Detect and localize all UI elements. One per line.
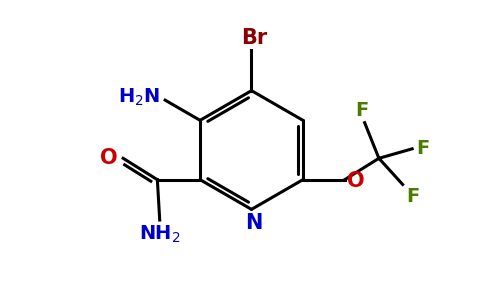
Text: F: F — [407, 187, 420, 206]
Text: F: F — [356, 101, 369, 120]
Text: H$_2$N: H$_2$N — [118, 87, 160, 108]
Text: NH$_2$: NH$_2$ — [139, 224, 181, 245]
Text: O: O — [347, 171, 365, 190]
Text: Br: Br — [241, 28, 267, 48]
Text: O: O — [100, 148, 118, 168]
Text: F: F — [416, 139, 429, 158]
Text: N: N — [245, 213, 262, 233]
